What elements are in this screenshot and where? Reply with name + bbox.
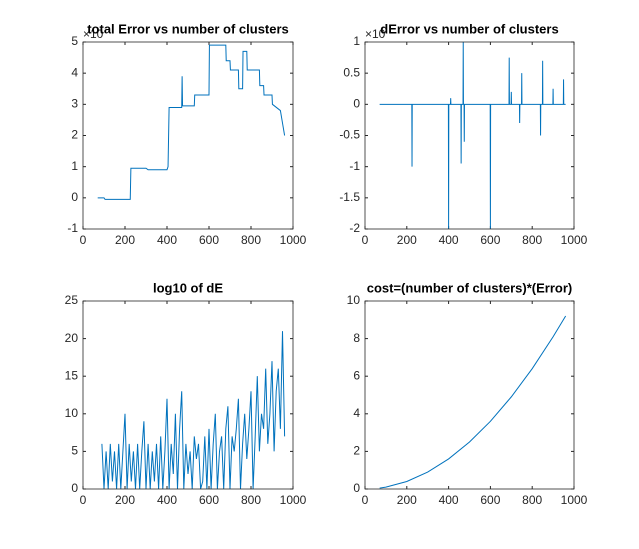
axes-background (365, 301, 574, 489)
y-tick-label: 1 (353, 34, 360, 48)
exponent-label: ×10 (83, 27, 104, 41)
plot-area (379, 42, 566, 229)
y-tick-label: 0 (353, 481, 360, 495)
y-tick-label: -1 (349, 159, 360, 173)
y-tick-label: 8 (353, 331, 360, 345)
y-tick-label: -1.5 (339, 190, 360, 204)
chart-title: total Error vs number of clusters (87, 21, 289, 36)
y-tick-label: 6 (353, 368, 360, 382)
x-tick-label: 1000 (561, 233, 588, 247)
y-tick-label: 0 (353, 97, 360, 111)
data-line (101, 331, 286, 489)
x-tick-label: 0 (80, 493, 87, 507)
subplot: 0 200 400 600 800 1000 -2 -1.5 -1 -0.5 0 0.5 1 ×10dEr… (339, 21, 587, 247)
axes-box (364, 300, 575, 490)
x-tick-label: 1000 (561, 493, 588, 507)
x-tick-label: 200 (397, 493, 417, 507)
axes-background (83, 42, 293, 229)
data-line (379, 315, 567, 489)
data-line (97, 44, 286, 200)
y-tick-label: -0.5 (339, 128, 360, 142)
y-tick-label: 1 (71, 159, 78, 173)
y-tick-label: 5 (71, 444, 78, 458)
y-tick-label: 20 (65, 331, 79, 345)
x-tick-label: 600 (480, 493, 500, 507)
x-tick-label: 0 (80, 233, 87, 247)
x-tick-label: 200 (115, 233, 135, 247)
axes-box (82, 300, 294, 490)
y-tick-label: 4 (71, 65, 78, 79)
x-tick-label: 400 (439, 493, 459, 507)
x-tick-label: 600 (199, 233, 219, 247)
x-tick-label: 800 (241, 233, 261, 247)
y-tick-label: 2 (71, 128, 78, 142)
chart-title: dError vs number of clusters (380, 21, 558, 36)
y-tick-label: 4 (353, 406, 360, 420)
x-tick-label: 600 (480, 233, 500, 247)
y-tick-label: 2 (353, 444, 360, 458)
y-tick-label: 0.5 (343, 65, 360, 79)
plot-area (379, 315, 567, 489)
y-tick-label: 0 (71, 190, 78, 204)
data-line (379, 42, 566, 229)
plot-area (97, 44, 286, 200)
x-tick-label: 400 (439, 233, 459, 247)
x-tick-label: 0 (362, 493, 369, 507)
chart-title: log10 of dE (153, 280, 223, 295)
subplot: 0 200 400 600 800 1000 0 5 10 15 20 25 log10 of dE (65, 280, 307, 507)
x-tick-label: 1000 (280, 493, 307, 507)
x-tick-label: 800 (241, 493, 261, 507)
x-tick-label: 200 (397, 233, 417, 247)
subplot: 0 200 400 600 800 1000 0 2 4 6 8 10 cost=(number of … (347, 280, 588, 507)
y-tick-label: 3 (71, 97, 78, 111)
axes-background (83, 301, 293, 489)
x-tick-label: 200 (115, 493, 135, 507)
y-tick-label: 0 (71, 481, 78, 495)
x-tick-label: 800 (522, 233, 542, 247)
exponent-label: ×10 (365, 27, 386, 41)
x-tick-label: 800 (522, 493, 542, 507)
y-tick-label: 10 (65, 406, 79, 420)
x-tick-label: 600 (199, 493, 219, 507)
plot-area (101, 331, 286, 489)
x-tick-label: 400 (157, 233, 177, 247)
y-tick-label: 15 (65, 368, 79, 382)
x-tick-label: 0 (362, 233, 369, 247)
y-tick-label: 10 (347, 293, 361, 307)
y-tick-label: -2 (349, 221, 360, 235)
y-tick-label: 25 (65, 293, 79, 307)
x-tick-label: 1000 (280, 233, 307, 247)
axes-background (365, 42, 574, 229)
chart-title: cost=(number of clusters)*(Error) (367, 280, 573, 295)
y-tick-label: 5 (71, 34, 78, 48)
axes-box (82, 41, 294, 230)
x-tick-label: 400 (157, 493, 177, 507)
axes-box (364, 41, 575, 230)
y-tick-label: -1 (67, 221, 78, 235)
